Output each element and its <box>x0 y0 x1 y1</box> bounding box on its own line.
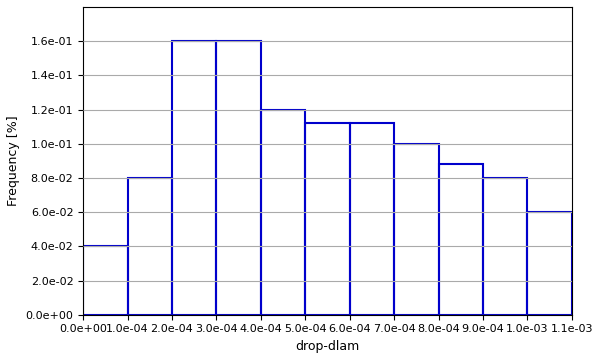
X-axis label: drop-dlam: drop-dlam <box>295 340 359 353</box>
Y-axis label: Frequency [%]: Frequency [%] <box>7 116 20 206</box>
Bar <box>394 144 439 315</box>
Bar <box>83 246 128 315</box>
Bar <box>350 123 394 315</box>
Bar <box>261 109 305 315</box>
Bar <box>483 178 527 315</box>
Bar <box>128 178 172 315</box>
Bar <box>439 164 483 315</box>
Bar <box>172 41 217 315</box>
Bar <box>217 41 261 315</box>
Bar <box>305 123 350 315</box>
Bar <box>527 212 572 315</box>
